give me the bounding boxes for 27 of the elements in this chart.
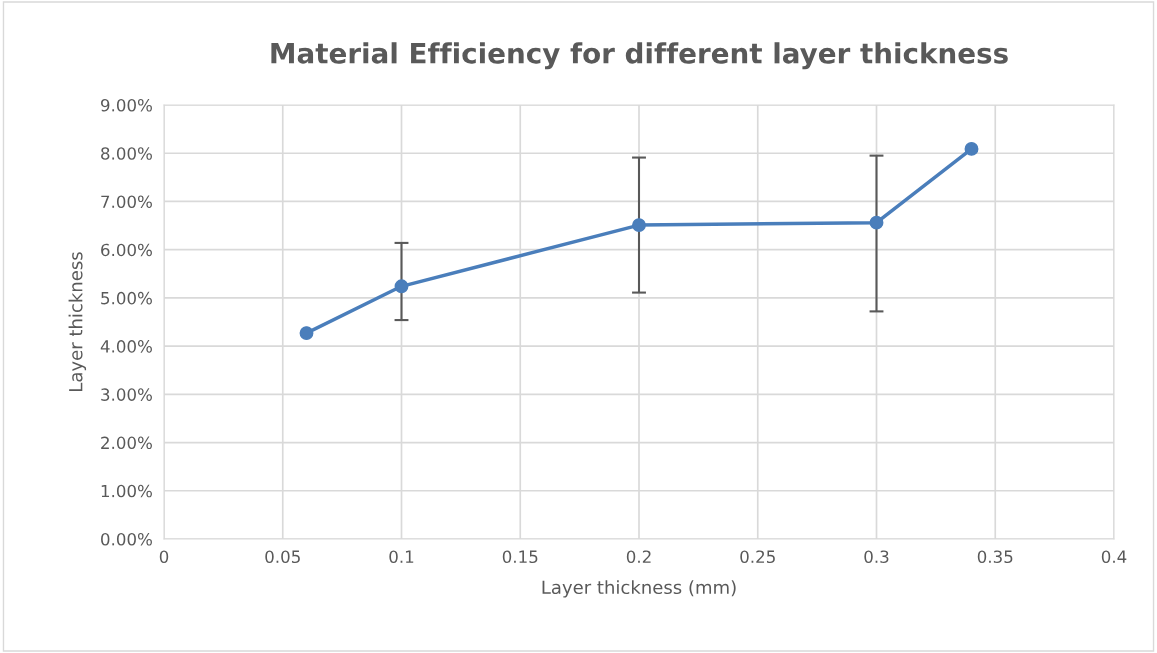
x-tick-label: 0.35 — [977, 550, 1013, 564]
point — [964, 141, 979, 156]
y-tick-label: 8.00% — [101, 147, 152, 160]
y-tick-label: 1.00% — [101, 484, 152, 498]
y-tick-label: 6.00% — [101, 243, 152, 257]
x-tick-label: 0.05 — [265, 550, 300, 564]
x-tick-label: 0.25 — [740, 550, 775, 564]
x-tick-label: 0.1 — [389, 550, 414, 564]
x-tick-label: 0.4 — [1101, 550, 1127, 564]
point — [299, 326, 314, 341]
point — [394, 279, 409, 294]
y-tick-label: 9.00% — [100, 98, 152, 112]
x-tick-label: 0.3 — [864, 550, 889, 564]
point — [632, 218, 646, 233]
point — [869, 215, 884, 230]
y-tick-label: 7.00% — [101, 195, 152, 209]
x-tick-label: 0 — [159, 550, 169, 564]
y-tick-label: 3.00% — [101, 388, 152, 401]
y-tick-label: 0.00% — [101, 532, 152, 546]
chart-title: Material Efficiency for different layer thickness — [271, 42, 1008, 70]
y-axis-title: Layer thickness — [68, 252, 87, 391]
y-tick-label: 5.00% — [101, 291, 152, 305]
y-tick-label: 2.00% — [101, 436, 152, 450]
x-axis-title: Layer thickness (mm) — [542, 580, 736, 598]
y-tick-label: 4.00% — [100, 340, 152, 353]
x-tick-label: 0.2 — [626, 550, 651, 564]
x-tick-label: 0.15 — [502, 550, 538, 564]
